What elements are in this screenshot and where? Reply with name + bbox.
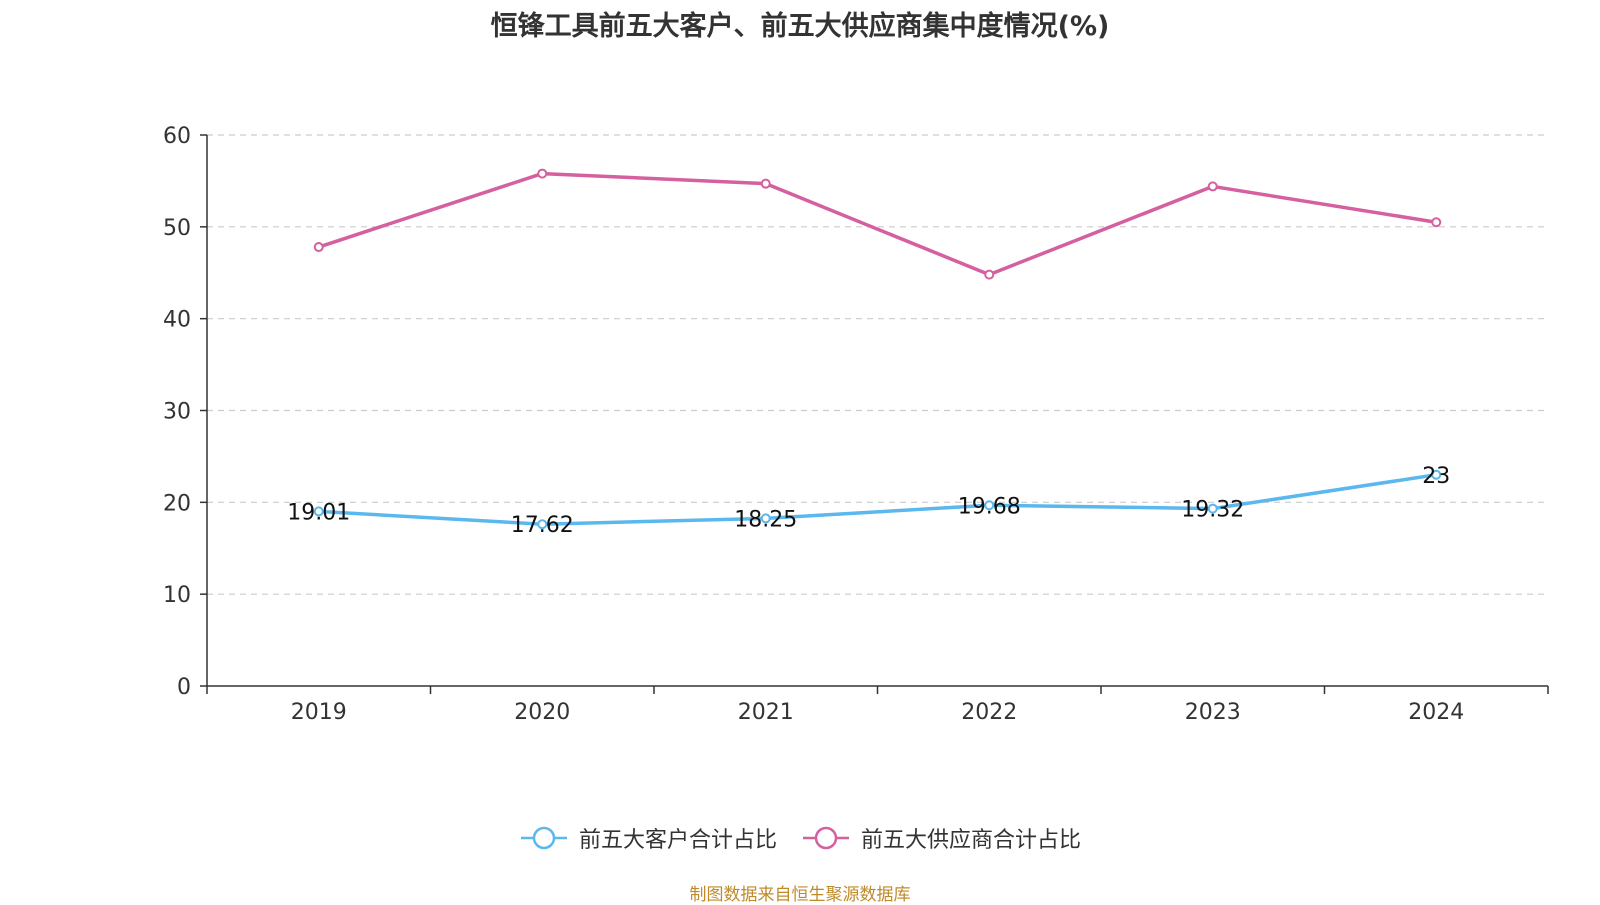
data-point	[1431, 217, 1442, 228]
legend-item-1[interactable]: 前五大客户合计占比	[519, 822, 777, 854]
legend-label: 前五大供应商合计占比	[861, 828, 1082, 853]
y-tick-label: 40	[163, 308, 191, 333]
data-label: 19.68	[958, 494, 1021, 519]
data-point	[760, 178, 771, 189]
grid-lines	[207, 134, 1548, 595]
data-labels: 19.01 17.62 18.25 19.68 19.32 23	[287, 464, 1450, 538]
axes: 0 10 20 30 40 50 60 2019 2020 2021 2022 2023 2024	[163, 124, 1549, 725]
x-tick-label: 2023	[1185, 700, 1241, 725]
chart-title: 恒锋工具前五大客户、前五大供应商集中度情况(%)	[490, 11, 1110, 42]
x-tick-label: 2020	[514, 700, 570, 725]
x-tick-label: 2024	[1408, 700, 1464, 725]
series-line-1	[318, 473, 1437, 526]
data-label: 18.25	[734, 507, 797, 532]
data-label: 19.01	[287, 500, 350, 525]
series-lines	[313, 168, 1442, 530]
x-tick-label: 2019	[291, 700, 347, 725]
y-tick-label: 60	[163, 124, 191, 149]
legend-line-circle-icon	[520, 826, 567, 850]
data-point	[984, 269, 995, 280]
series-line-2	[318, 171, 1437, 277]
y-tick-label: 0	[177, 675, 191, 700]
legend-line-circle-icon	[803, 826, 849, 850]
data-point	[313, 242, 324, 253]
data-point	[313, 506, 324, 517]
data-point	[537, 168, 548, 179]
data-point	[1207, 181, 1218, 192]
y-tick-label: 10	[163, 583, 191, 608]
y-tick-label: 30	[163, 400, 191, 425]
data-label: 23	[1422, 464, 1450, 489]
data-label: 17.62	[511, 513, 574, 538]
legend: 前五大客户合计占比 前五大供应商合计占比	[0, 822, 1600, 854]
x-tick-label: 2022	[961, 700, 1017, 725]
data-point	[537, 519, 548, 530]
x-tick-label: 2021	[738, 700, 794, 725]
data-point	[984, 500, 995, 511]
legend-label: 前五大客户合计占比	[578, 828, 777, 853]
data-label: 19.32	[1181, 498, 1244, 523]
y-tick-label: 20	[163, 491, 191, 516]
data-point	[1207, 503, 1218, 514]
data-point	[760, 513, 771, 524]
y-tick-label: 50	[163, 216, 191, 241]
data-point	[1431, 469, 1442, 480]
source-note: 制图数据来自恒生聚源数据库	[689, 885, 911, 905]
legend-item-2[interactable]: 前五大供应商合计占比	[801, 822, 1081, 854]
